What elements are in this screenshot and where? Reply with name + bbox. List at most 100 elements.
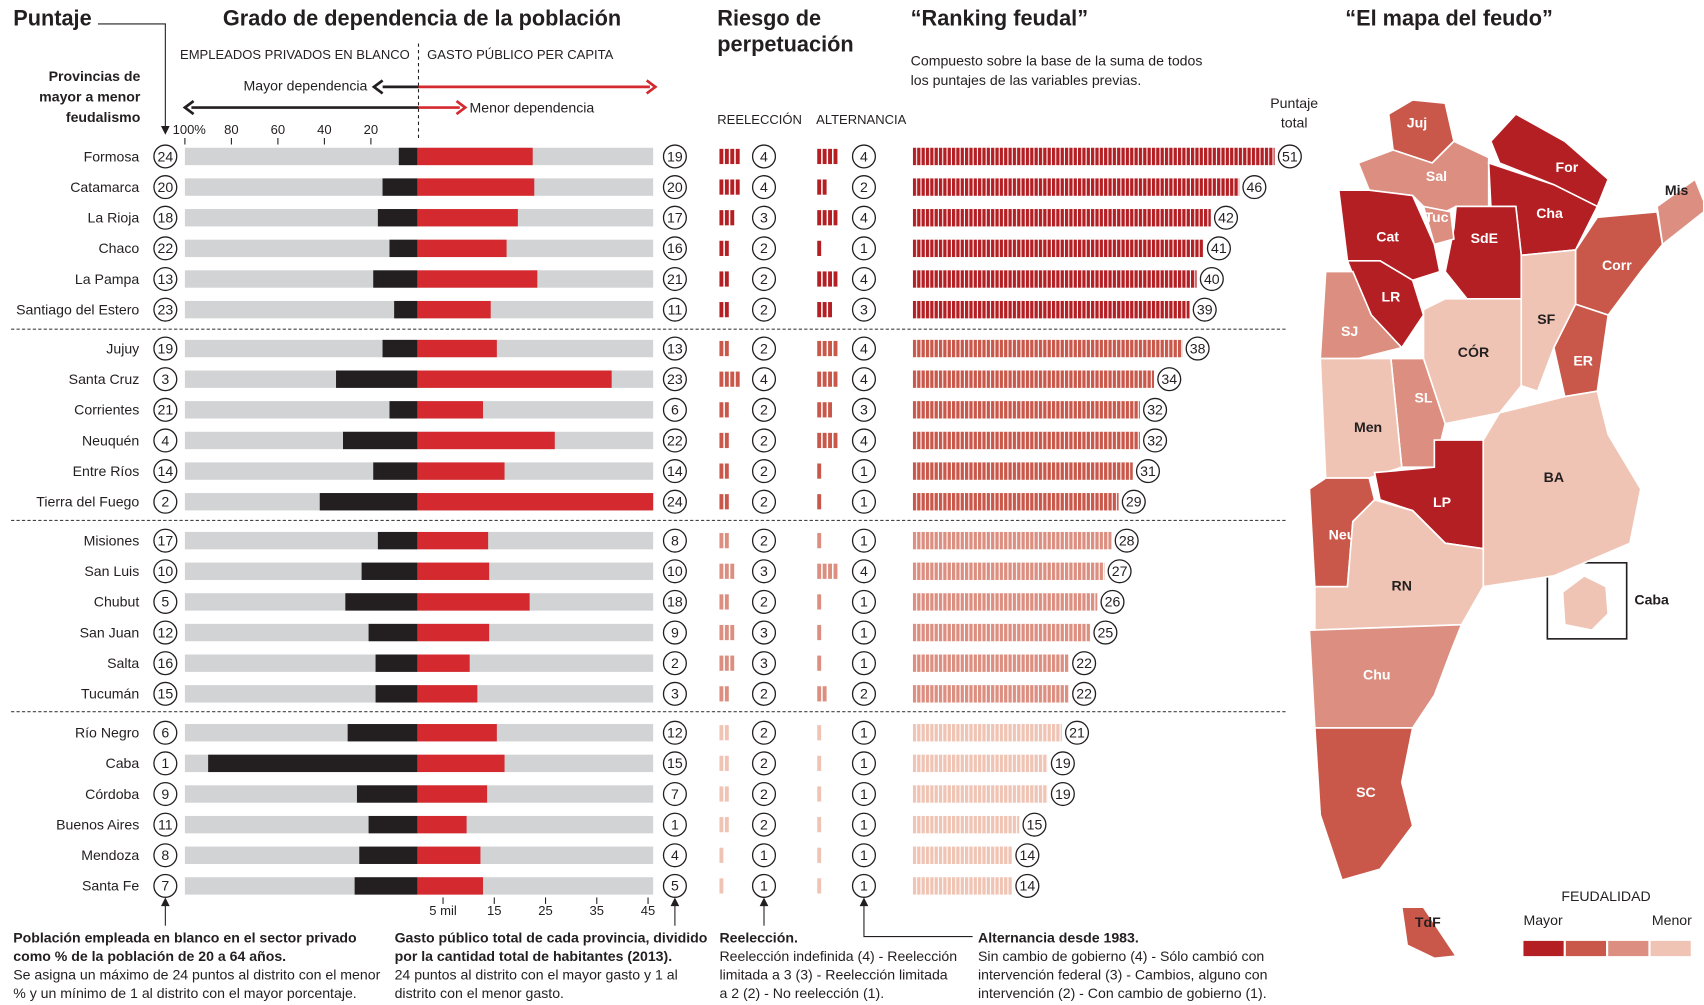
score-circle: [153, 489, 178, 514]
score-block: [719, 533, 724, 549]
score-block: [817, 686, 822, 702]
legend-low: Menor: [1652, 912, 1692, 928]
total-bar: [912, 147, 1275, 166]
score-block: [724, 179, 729, 195]
score-circle: [1185, 336, 1210, 361]
score-block: [730, 563, 735, 579]
score-block: [724, 148, 729, 165]
score-circle: [153, 559, 178, 584]
province-name: Caba: [106, 755, 140, 771]
score-circle: [1143, 428, 1168, 453]
score-label: 18: [157, 210, 173, 226]
x-tick-label: 100%: [173, 122, 207, 137]
province-name: Entre Ríos: [73, 463, 140, 479]
score-block: [817, 655, 822, 671]
spending-bar: [417, 654, 470, 672]
score-circle: [153, 781, 178, 807]
score-circle: [751, 781, 777, 807]
note-heading: por la cantidad total de habitantes (201…: [395, 948, 673, 964]
score-circle: [1242, 175, 1267, 200]
score-block: [735, 179, 740, 195]
score-label: 1: [760, 847, 768, 863]
x-tick-label: 20: [364, 122, 378, 137]
score-block: [719, 402, 724, 418]
score-circle: [751, 720, 777, 745]
total-bar: [912, 877, 1013, 895]
private-bar: [375, 654, 418, 672]
score-label: 14: [157, 463, 173, 479]
spending-bar: [417, 531, 489, 550]
score-circle: [1157, 367, 1182, 392]
arrowhead: [182, 99, 195, 116]
province-name: La Pampa: [75, 271, 139, 287]
score-label: 20: [667, 179, 683, 195]
score-block: [719, 432, 724, 449]
score-circle: [662, 873, 687, 898]
total-bar: [912, 270, 1197, 288]
score-block: [724, 786, 729, 802]
score-block: [817, 563, 822, 579]
private-bar: [377, 531, 418, 550]
score-label: 19: [157, 340, 173, 356]
private-bar: [336, 370, 418, 388]
score-circle: [1206, 236, 1231, 261]
score-label: 1: [671, 816, 679, 832]
map-region: [1444, 205, 1523, 300]
score-label: 4: [760, 179, 768, 195]
score-circle: [851, 620, 877, 645]
note-heading: como % de la población de 20 a 64 años.: [13, 948, 286, 964]
score-block: [833, 371, 838, 387]
total-bar: [912, 370, 1155, 388]
map-label: ER: [1573, 353, 1593, 369]
private-bar: [373, 462, 418, 480]
score-circle: [153, 459, 178, 484]
score-label: 2: [760, 494, 768, 510]
legend-title: FEUDALIDAD: [1561, 888, 1650, 904]
title-riesgo: Riesgo de: [717, 5, 821, 30]
score-circle: [1213, 205, 1239, 230]
score-block: [833, 563, 838, 579]
score-label: 18: [667, 594, 683, 610]
note-text: % y un mínimo de 1 al distrito con el ma…: [13, 985, 357, 1001]
score-circle: [662, 528, 687, 553]
score-block: [822, 271, 827, 287]
score-label: 8: [161, 847, 169, 863]
note-text: intervención federal (3) - Cambios, algu…: [978, 966, 1267, 982]
private-bar: [382, 178, 418, 196]
score-block: [730, 148, 735, 165]
ranking-note: los puntajes de las variables previas.: [911, 72, 1142, 88]
score-block: [730, 371, 735, 387]
arrowhead: [160, 126, 170, 135]
score-block: [719, 655, 724, 671]
score-circle: [851, 175, 877, 200]
score-block: [822, 432, 827, 449]
total-bar: [912, 339, 1183, 358]
score-label: 2: [760, 816, 768, 832]
score-circle: [851, 528, 877, 553]
score-label: 3: [760, 563, 768, 579]
map-region: [1489, 113, 1610, 208]
map-label: For: [1556, 159, 1579, 175]
score-block: [719, 302, 724, 318]
private-bar: [368, 815, 418, 834]
province-name: Misiones: [84, 532, 140, 548]
province-name: Santa Cruz: [69, 371, 140, 387]
spending-bar: [417, 562, 490, 580]
spending-bar: [417, 815, 467, 834]
score-circle: [662, 175, 687, 200]
score-label: 19: [1055, 786, 1071, 802]
private-bar: [375, 685, 418, 703]
score-circle: [662, 489, 687, 514]
score-block: [724, 755, 729, 771]
score-circle: [662, 651, 687, 676]
score-block: [724, 563, 729, 579]
score-circle: [851, 205, 877, 230]
score-label: 1: [161, 755, 169, 771]
score-circle: [153, 681, 178, 706]
score-block: [724, 210, 729, 226]
province-name: San Luis: [84, 563, 139, 579]
note-text: a 2 (2) - No reelección (1).: [719, 985, 884, 1001]
score-circle: [1022, 812, 1047, 837]
title-puntaje: Puntaje: [13, 5, 91, 30]
title-mapa: “El mapa del feudo”: [1345, 5, 1553, 30]
